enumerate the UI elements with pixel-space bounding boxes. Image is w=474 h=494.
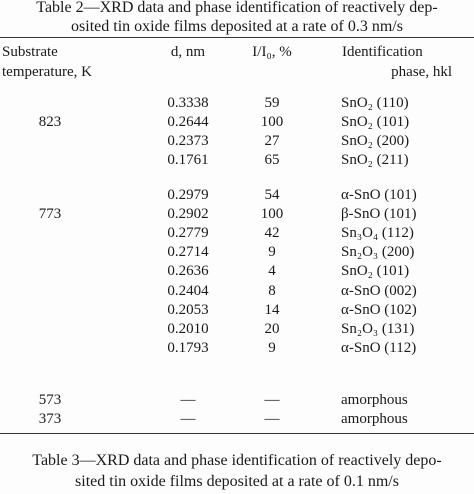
phase: SnO₂ (211) [341,152,409,169]
temperature: 573 [38,392,62,408]
intensity: 100 [260,114,284,131]
column-header: Identification [342,44,423,60]
d-spacing: 0.2979 [167,187,209,203]
intensity: 4 [268,263,276,280]
phase: SnO₂ (200) [341,133,410,150]
phase: α-SnO (101) [341,187,417,203]
caption: Table 2—XRD data and phase identificatio… [36,0,438,16]
temperature: 773 [38,206,62,222]
d-spacing: 0.2779 [167,225,209,242]
intensity: 20 [264,320,280,337]
rule [0,37,474,38]
caption: sited tin oxide films deposited at a rat… [75,473,399,490]
column-header: I/I₀, % [252,44,292,60]
phase: Sn₃O₄ (112) [341,225,414,242]
phase: amorphous [341,392,408,408]
phase: amorphous [341,411,408,427]
d-spacing: 0.2404 [167,282,209,299]
d-spacing: 0.2902 [167,206,209,223]
caption: Table 3—XRD data and phase identificatio… [32,452,442,469]
column-header: d, nm [170,44,206,60]
intensity: — [264,392,280,408]
intensity: 8 [268,282,276,299]
intensity: 54 [264,187,280,203]
intensity: 9 [268,339,276,356]
phase: α-SnO (112) [341,339,417,356]
d-spacing: 0.2053 [167,301,209,318]
intensity: 65 [264,152,280,169]
intensity: 59 [264,95,280,111]
d-spacing: — [180,411,196,427]
intensity: — [264,411,280,427]
intensity: 9 [268,244,276,261]
phase: α-SnO (002) [341,282,417,299]
phase: SnO₂ (101) [341,263,410,280]
phase: SnO₂ (101) [341,114,410,131]
intensity: 14 [264,301,280,318]
intensity: 42 [264,225,280,242]
d-spacing: 0.1793 [167,339,209,356]
d-spacing: 0.2714 [167,244,209,261]
temperature: 823 [38,114,62,130]
caption: osited tin oxide films deposited at a ra… [71,18,403,35]
column-header: temperature, K [2,64,92,80]
d-spacing: 0.3338 [167,95,209,111]
phase: Sn₂O₃ (131) [341,320,415,337]
phase: β-SnO (101) [341,206,417,223]
column-header: phase, hkl [391,64,452,80]
intensity: 27 [264,133,280,150]
phase: α-SnO (102) [341,301,417,318]
d-spacing: 0.2373 [167,133,209,150]
d-spacing: — [180,392,196,408]
d-spacing: 0.2644 [167,114,209,131]
rule [0,433,474,434]
column-header: Substrate [2,44,58,60]
phase: SnO₂ (110) [341,95,409,111]
temperature: 373 [38,411,62,427]
d-spacing: 0.1761 [167,152,209,169]
intensity: 100 [260,206,284,223]
d-spacing: 0.2010 [167,320,209,337]
d-spacing: 0.2636 [167,263,209,280]
phase: Sn₂O₃ (200) [341,244,415,261]
